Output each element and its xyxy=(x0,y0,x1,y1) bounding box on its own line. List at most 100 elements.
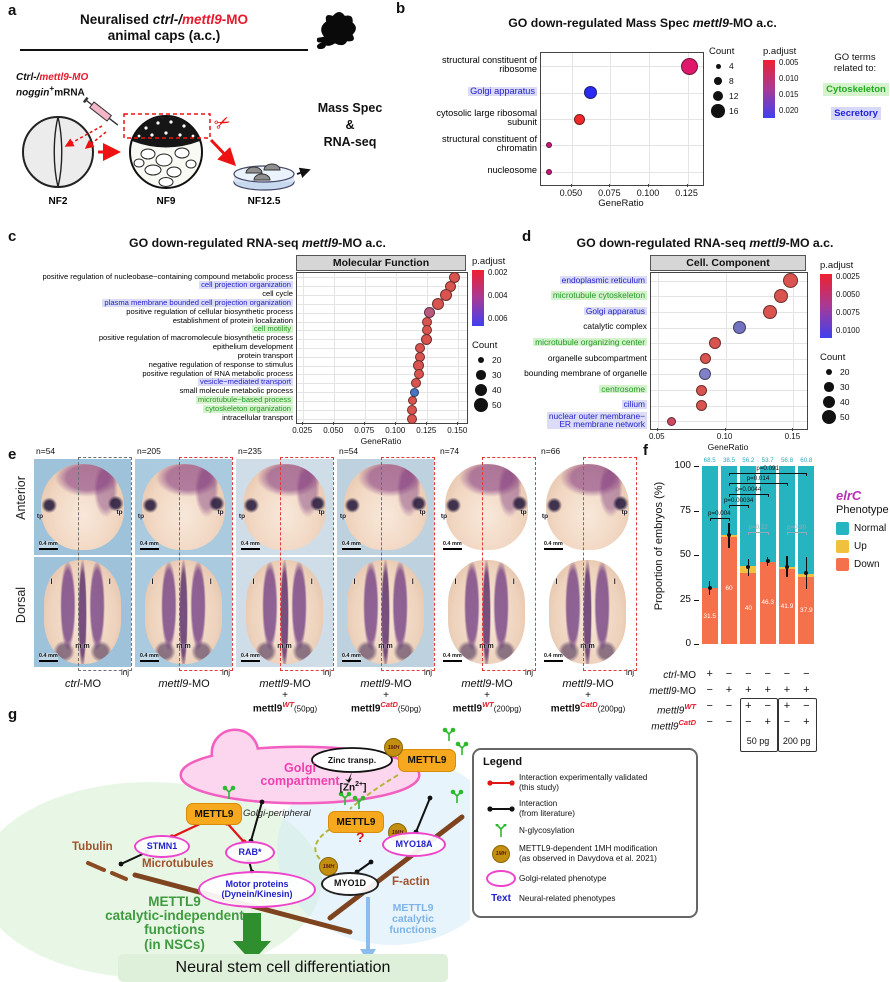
zn-pre: [Zn xyxy=(339,782,356,794)
anterior-image: tp tp 0.4 mm xyxy=(135,459,232,555)
count-legend-title: Count xyxy=(709,46,735,57)
panel-g-model: Golgi compartment Zinc transp. [Zn2+] ME… xyxy=(0,705,890,982)
y-tick-label: 25 xyxy=(679,593,691,605)
n-count: n=54 xyxy=(339,446,359,456)
readout-label: Mass Spec & RNA-seq xyxy=(302,100,398,151)
tp-annotation: tp xyxy=(137,512,145,520)
data-point xyxy=(774,289,789,304)
grid-line-h xyxy=(651,358,807,360)
bar-segment-normal xyxy=(701,466,718,588)
x-tick-label: 0.15 xyxy=(784,432,801,441)
data-point xyxy=(439,289,452,302)
pvalue-bracket xyxy=(729,482,787,484)
x-tick-label: 0.100 xyxy=(385,426,406,435)
dose-box xyxy=(739,698,779,752)
data-point xyxy=(410,387,420,397)
category-label: vesicle−mediated transport xyxy=(0,378,293,387)
grid-line-h xyxy=(297,286,467,288)
count-legend-dot xyxy=(477,356,485,364)
scale-bar: 0.4 mm xyxy=(442,652,462,662)
category-label-text: bounding membrane of organelle xyxy=(524,368,647,379)
golgi-line2: compartment xyxy=(260,774,340,789)
grid-line-h xyxy=(297,321,467,323)
category-label-text: microtubule cytoskeleton xyxy=(550,290,647,301)
grid-line-h xyxy=(651,312,807,313)
go-dotplot-rnaseq-mf: GO down-regulated RNA-seq mettl9-MO a.c.… xyxy=(0,236,515,450)
category-label-text: vesicle−mediated transport xyxy=(198,377,293,387)
category-label-text: intracellular transport xyxy=(222,412,293,422)
tubulin-label: Tubulin xyxy=(72,841,113,853)
count-legend-dot xyxy=(714,77,722,85)
embryo-anterior xyxy=(343,463,428,551)
dorsal-image: l l m m 0.4 mm xyxy=(34,557,131,667)
count-legend-dot xyxy=(825,368,833,376)
embryo-dorsal xyxy=(447,560,526,664)
grid-line-h xyxy=(297,356,467,358)
stacked-bar xyxy=(759,466,776,644)
grid-line-h xyxy=(297,374,467,376)
l-annotation: l xyxy=(310,579,313,586)
pvalue-bracket-tick xyxy=(729,505,730,509)
data-point xyxy=(407,413,418,424)
pvalue-bracket-tick xyxy=(729,473,730,477)
matrix-row-label: mettl9WT xyxy=(657,702,696,717)
category-label: cell projection organization xyxy=(0,281,293,290)
x-tick-label: 0.150 xyxy=(447,426,468,435)
rab-node: RAB* xyxy=(225,841,275,864)
count-legend-label: 20 xyxy=(492,355,502,365)
category-label: microtubule cytoskeleton xyxy=(520,288,647,304)
inj-label: inj xyxy=(120,668,129,677)
scale-bar: 0.4 mm xyxy=(38,541,58,551)
bar-top-value: 60.8 xyxy=(800,457,813,464)
matrix-cell: + xyxy=(803,716,810,728)
motor-proteins-node: Motor proteins (Dynein/Kinesin) xyxy=(198,871,316,908)
data-point xyxy=(574,113,586,125)
category-label: establishment of protein localization xyxy=(0,316,293,325)
phenotype-barchart: Proportion of embryos (%) 0 25 50 75 100 68.5 3… xyxy=(640,444,890,762)
grid-line-h xyxy=(541,145,703,147)
embryo-anterior xyxy=(545,463,630,551)
grid-line-v xyxy=(334,273,336,423)
legend-item: Text Neural-related phenotypes xyxy=(483,893,687,904)
x-tick-mark xyxy=(648,184,649,187)
zinc-transporter-label: Zinc transp. xyxy=(327,755,377,765)
legend-item-text: Golgi-related phenotype xyxy=(519,873,607,883)
phenotype-legend-title: Phenotype xyxy=(836,504,889,516)
pvalue-bracket-tick xyxy=(748,505,750,509)
stage-nf125-label: NF12.5 xyxy=(248,196,281,207)
grid-line-h xyxy=(297,392,467,394)
category-label-text: protein transport xyxy=(237,350,293,360)
noggin: noggin xyxy=(16,86,50,98)
category-label: positive regulation of RNA metabolic pro… xyxy=(0,369,293,378)
y-tick-mark xyxy=(694,555,699,557)
grid-line-h xyxy=(541,171,703,173)
f-actin-label: F-actin xyxy=(392,876,430,888)
legend-swatch xyxy=(836,540,849,553)
title-seg: -MO xyxy=(221,12,249,27)
x-tick-label: 0.050 xyxy=(559,188,583,198)
category-label-text: microtubule−based process xyxy=(195,395,293,405)
x-tick-mark xyxy=(724,428,726,431)
x-tick-mark xyxy=(333,422,335,425)
matrix-cell: + xyxy=(725,684,733,696)
legend-swatch-label: Down xyxy=(854,559,880,570)
x-axis-label: GeneRatio xyxy=(598,198,644,209)
category-label-text: epithelium development xyxy=(212,342,293,352)
category-label-text: establishment of protein localization xyxy=(172,315,293,325)
g1: METTL9 xyxy=(148,894,201,909)
myo18a-node: MYO18A xyxy=(382,832,446,857)
nsc-differentiation-label: Neural stem cell differentiation xyxy=(175,959,391,976)
grid-line-v xyxy=(725,273,727,429)
x-tick-label: 0.125 xyxy=(416,426,437,435)
data-point xyxy=(695,384,707,396)
dorsal-image: l l m m 0.4 mm xyxy=(539,557,636,667)
panel-label-e: e xyxy=(8,446,17,463)
embryo-anterior xyxy=(40,463,125,551)
category-label: Golgi apparatus xyxy=(397,78,537,104)
padjust-tick-label: 0.0025 xyxy=(836,272,860,281)
matrix-cell: + xyxy=(764,684,771,696)
bar-down-value: 40 xyxy=(744,604,752,612)
pvalue-bracket-tick xyxy=(787,482,788,486)
category-label-text: centrosome xyxy=(599,383,647,394)
x-tick-label: 0.05 xyxy=(648,432,665,441)
